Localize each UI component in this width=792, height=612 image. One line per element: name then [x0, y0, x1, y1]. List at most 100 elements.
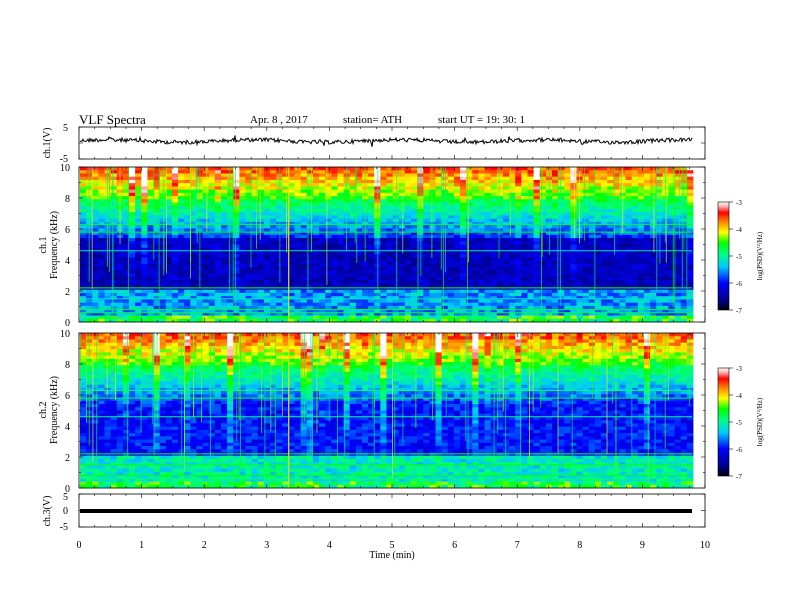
spectrogram-cell — [98, 218, 105, 223]
spectrogram-cell — [478, 283, 485, 287]
spectrogram-cell — [650, 208, 657, 213]
spectrogram-cell — [288, 179, 295, 184]
spectrogram-cell — [570, 218, 577, 223]
spectrogram-cell — [558, 270, 565, 274]
spectrogram-cell — [466, 221, 473, 226]
spectrogram-cell — [613, 173, 620, 178]
spectrogram-cell — [423, 218, 430, 223]
spectrogram-cell — [276, 257, 283, 262]
spectrogram-cell — [539, 238, 547, 242]
spectrogram-cell — [460, 263, 467, 268]
spectrogram-cell — [398, 241, 406, 245]
spectrogram-cell — [601, 267, 608, 271]
spectrogram-cell — [607, 302, 614, 307]
spectrogram-cell — [625, 212, 633, 216]
spectrogram-cell — [527, 257, 535, 262]
spectrogram-cell — [496, 292, 504, 297]
spectrogram-cell — [263, 267, 271, 271]
spectrogram-cell — [257, 179, 265, 184]
spectrogram-cell — [496, 199, 504, 203]
spectrogram-cell — [220, 231, 228, 236]
spectrogram-cell — [460, 254, 467, 258]
spectrogram-cell — [429, 179, 436, 184]
spectrogram-cell — [300, 276, 308, 281]
spectrogram-cell — [453, 215, 461, 220]
spectrogram-cell — [129, 263, 136, 268]
spectrogram-cell — [668, 221, 676, 226]
spectrogram-cell — [233, 273, 240, 278]
spectrogram-cell — [129, 257, 136, 262]
spectrogram-cell — [662, 292, 669, 297]
spectrogram-cell — [674, 196, 682, 200]
spectrogram-cell — [171, 309, 179, 313]
spectrogram-cell — [325, 221, 332, 226]
spectrogram-cell — [637, 299, 645, 304]
spectrogram-cell — [325, 183, 332, 187]
spectrogram-cell — [435, 260, 443, 265]
spectrogram-cell — [141, 167, 148, 171]
spectrogram-cell — [650, 173, 657, 178]
spectrogram-cell — [607, 315, 614, 320]
spectrogram-cell — [312, 267, 320, 271]
spectrogram-cell — [263, 299, 271, 304]
spectrogram-cell — [515, 167, 522, 171]
spectrogram-cell — [171, 302, 179, 307]
spectrogram-cell — [282, 234, 289, 239]
spectrogram-cell — [643, 234, 651, 239]
spectrogram-cell — [227, 218, 234, 223]
spectrogram-cell — [159, 247, 167, 252]
spectrogram-cell — [202, 212, 210, 216]
spectrogram-cell — [460, 280, 467, 284]
spectrogram-cell — [227, 231, 234, 236]
spectrogram-cell — [355, 228, 363, 232]
spectrogram-cell — [325, 173, 332, 178]
ch1-voltage-ticks — [78, 126, 706, 160]
spectrogram-cell — [380, 276, 387, 281]
spectrogram-cell — [288, 257, 295, 262]
spectrogram-cell — [325, 231, 332, 236]
spectrogram-cell — [686, 221, 694, 226]
spectrogram-cell — [331, 257, 338, 262]
spectrogram-cell — [214, 231, 222, 236]
spectrogram-cell — [288, 225, 295, 229]
spectrogram-cell — [686, 183, 694, 187]
spectrogram-cell — [325, 186, 332, 191]
spectrogram-cell — [361, 312, 369, 316]
spectrogram-cell — [190, 241, 197, 245]
spectrogram-cell — [276, 260, 283, 265]
spectrogram-cell — [472, 280, 479, 284]
spectrogram-cell — [202, 292, 210, 297]
spectrogram-cell — [208, 283, 216, 287]
spectrogram-cell — [447, 228, 455, 232]
ch1-voltage-trace — [79, 135, 693, 147]
spectrogram-cell — [643, 315, 651, 320]
spectrogram-cell — [227, 199, 234, 203]
spectrogram-cell — [147, 241, 154, 245]
spectrogram-cell — [386, 225, 394, 229]
spectrogram-cell — [637, 208, 645, 213]
spectrogram-cell — [104, 276, 112, 281]
spectrogram-cell — [116, 309, 124, 313]
spectrogram-cell — [668, 296, 676, 300]
spectrogram-cell — [159, 192, 167, 197]
spectrogram-cell — [447, 225, 455, 229]
spectrogram-cell — [380, 176, 387, 181]
spectrogram-cell — [135, 167, 142, 171]
spectrogram-cell — [178, 189, 185, 194]
spectrogram-cell — [270, 196, 277, 200]
spectrogram-cell — [521, 238, 528, 242]
spectrogram-cell — [398, 254, 406, 258]
spectrogram-cell — [686, 263, 694, 268]
spectrogram-cell — [380, 228, 387, 232]
spectrogram-cell — [674, 208, 682, 213]
spectrogram-cell — [147, 280, 154, 284]
spectrogram-cell — [484, 228, 492, 232]
spectrogram-cell — [502, 228, 510, 232]
spectrogram-cell — [466, 289, 473, 294]
spectrogram-cell — [288, 238, 295, 242]
spectrogram-cell — [552, 196, 559, 200]
spectrogram-cell — [582, 231, 590, 236]
spectrogram-cell — [233, 218, 240, 223]
spectrogram-cell — [509, 254, 516, 258]
spectrogram-cell — [662, 302, 669, 307]
